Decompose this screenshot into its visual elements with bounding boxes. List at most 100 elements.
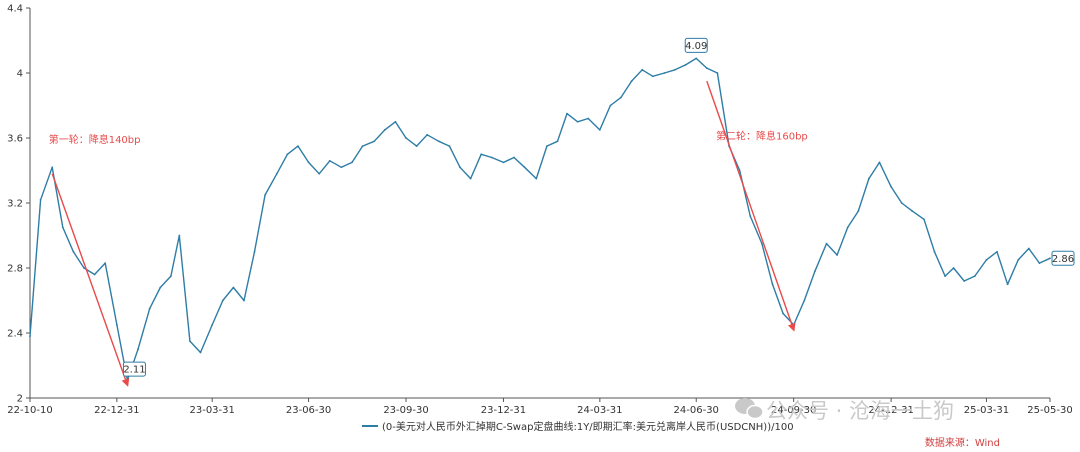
data-point: [556, 140, 559, 143]
annotation-text: 第二轮：降息160bp: [716, 130, 808, 143]
legend-series-label: (0-美元对人民币外汇掉期C-Swap定盘曲线:1Y/即期汇率:美元兑离岸人民币…: [382, 420, 794, 433]
data-point: [944, 275, 947, 278]
legend[interactable]: (0-美元对人民币外汇掉期C-Swap定盘曲线:1Y/即期汇率:美元兑离岸人民币…: [362, 420, 794, 433]
trend-arrow: [706, 80, 796, 332]
data-point: [598, 128, 601, 131]
data-point: [426, 133, 429, 136]
x-tick-label: 24-09-30: [771, 405, 816, 416]
data-point: [221, 299, 224, 302]
data-point: [297, 145, 299, 148]
point-label-box: [122, 361, 146, 377]
x-tick-label: 24-12-31: [868, 405, 913, 416]
point-label-text: 4.09: [685, 41, 707, 52]
data-point: [695, 57, 698, 60]
data-point: [189, 340, 191, 343]
data-point: [587, 117, 590, 120]
arrow-layer: [51, 80, 796, 387]
x-tick-label: 23-03-31: [189, 405, 234, 416]
data-point: [1017, 258, 1020, 261]
y-tick-label: 4: [17, 69, 23, 80]
data-point: [836, 254, 839, 256]
data-point: [771, 283, 774, 286]
data-point: [199, 351, 202, 354]
x-axis-ticks: 22-10-10 22-12-31 23-03-31 23-06-30 23-09-30…: [7, 398, 1073, 416]
data-point: [373, 140, 376, 143]
data-point: [1006, 283, 1009, 286]
y-tick-label: 2: [17, 394, 23, 405]
data-point: [973, 275, 976, 278]
y-tick-label: 3.2: [7, 199, 23, 210]
data-point: [792, 323, 795, 326]
data-point: [169, 275, 172, 278]
point-label-text: 2.11: [123, 365, 145, 376]
data-point: [911, 210, 914, 213]
point-label-box: [684, 37, 708, 53]
data-point: [502, 161, 505, 164]
y-axis-ticks: 2 2.4 2.8 3.2 3.6 4 4.4: [7, 4, 30, 405]
data-point: [104, 262, 107, 265]
data-point: [137, 348, 139, 351]
data-point: [738, 169, 741, 172]
data-point: [51, 166, 54, 169]
data-point: [211, 323, 214, 326]
data-point: [890, 185, 893, 188]
series-layer: [29, 57, 1051, 382]
data-point: [782, 312, 784, 315]
data-point: [159, 286, 162, 289]
y-tick-label: 2.8: [7, 264, 23, 275]
data-point: [867, 177, 870, 180]
source-text: 数据来源：Wind: [925, 436, 1000, 449]
point-label-box: [1051, 250, 1075, 266]
x-tick-label: 24-06-30: [674, 405, 719, 416]
annotation-text: 第一轮：降息140bp: [49, 133, 141, 146]
data-point: [761, 242, 763, 245]
data-point: [115, 323, 118, 326]
point-label-text: 2.86: [1052, 254, 1074, 265]
data-point: [448, 145, 451, 148]
data-point: [1038, 262, 1041, 265]
data-point: [361, 145, 364, 148]
data-point: [535, 177, 538, 180]
data-point: [72, 250, 75, 253]
data-point: [803, 299, 806, 302]
data-point: [825, 242, 828, 245]
data-point: [651, 75, 654, 78]
data-point: [243, 299, 245, 302]
y-tick-label: 3.6: [7, 134, 23, 145]
data-point: [663, 72, 666, 74]
data-point: [857, 210, 860, 213]
x-tick-label: 23-06-30: [286, 405, 331, 416]
x-tick-label: 22-12-31: [94, 405, 139, 416]
data-point: [523, 166, 526, 169]
data-point: [1049, 257, 1051, 260]
point-label: 2.86: [1051, 250, 1075, 266]
data-point: [351, 161, 353, 164]
watermark-text: 公众号 · 沧海一土狗: [766, 399, 954, 423]
data-point: [340, 166, 343, 169]
y-tick-label: 4.4: [7, 4, 23, 15]
data-point: [674, 68, 676, 71]
data-point: [900, 202, 903, 204]
data-point: [878, 161, 881, 164]
x-tick-label: 22-10-10: [7, 405, 52, 416]
axes: [29, 8, 1050, 399]
data-point: [437, 140, 440, 143]
data-point: [576, 120, 579, 123]
data-point: [383, 128, 386, 131]
x-tick-label: 23-09-30: [383, 405, 428, 416]
data-point: [513, 156, 515, 159]
data-point: [716, 72, 719, 74]
x-tick-label: 25-05-30: [1027, 405, 1072, 416]
data-point: [394, 120, 397, 123]
data-point: [985, 258, 988, 261]
data-point: [566, 112, 568, 115]
point-label: 2.11: [122, 361, 146, 377]
data-point: [275, 172, 278, 175]
data-point: [705, 67, 708, 70]
data-point: [307, 161, 310, 164]
data-point: [232, 286, 235, 289]
data-point: [480, 153, 483, 156]
data-point: [952, 267, 955, 269]
data-point: [126, 379, 129, 382]
